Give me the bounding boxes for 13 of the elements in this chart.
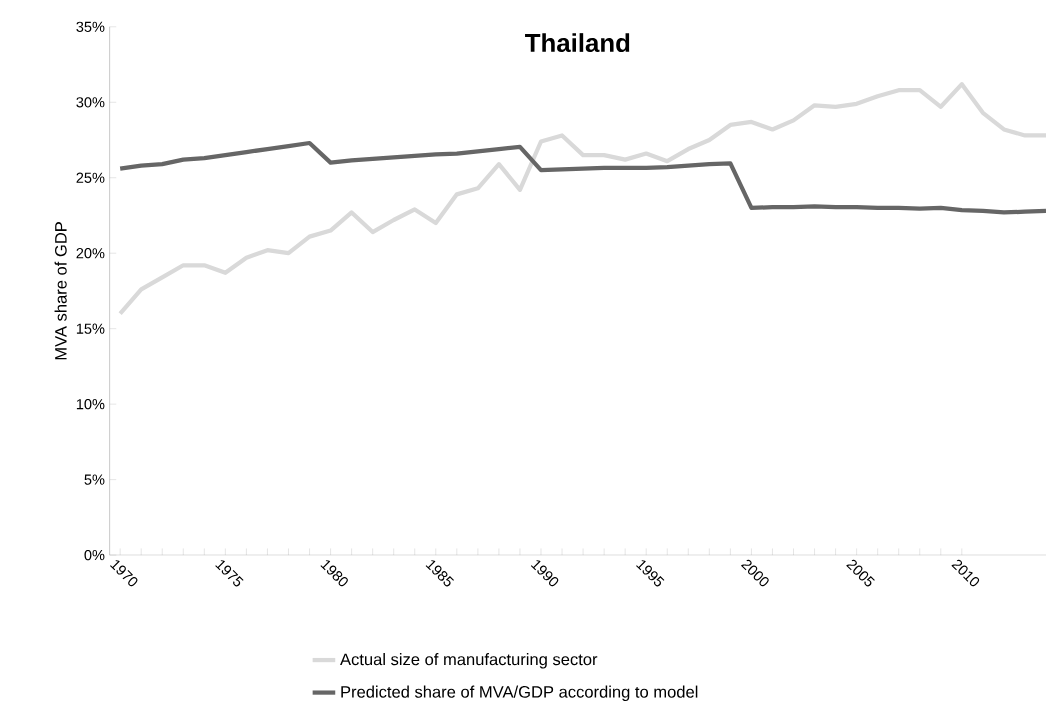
y-tick-label: 35% bbox=[76, 21, 105, 32]
y-tick-label: 25% bbox=[76, 172, 105, 183]
legend-label: Actual size of manufacturing sector bbox=[340, 653, 598, 669]
y-tick-label: 15% bbox=[76, 323, 105, 334]
y-tick-label: 5% bbox=[84, 474, 105, 485]
legend-label: Predicted share of MVA/GDP according to model bbox=[341, 685, 698, 702]
line-series bbox=[118, 82, 1046, 316]
y-tick-label: 0% bbox=[84, 549, 105, 561]
chart-title: Thailand bbox=[525, 33, 630, 53]
y-tick-label: 30% bbox=[76, 97, 105, 108]
y-tick-label: 10% bbox=[76, 399, 105, 410]
y-axis-title: MVA share of GDP bbox=[54, 222, 67, 360]
y-tick-label: 20% bbox=[76, 248, 105, 259]
